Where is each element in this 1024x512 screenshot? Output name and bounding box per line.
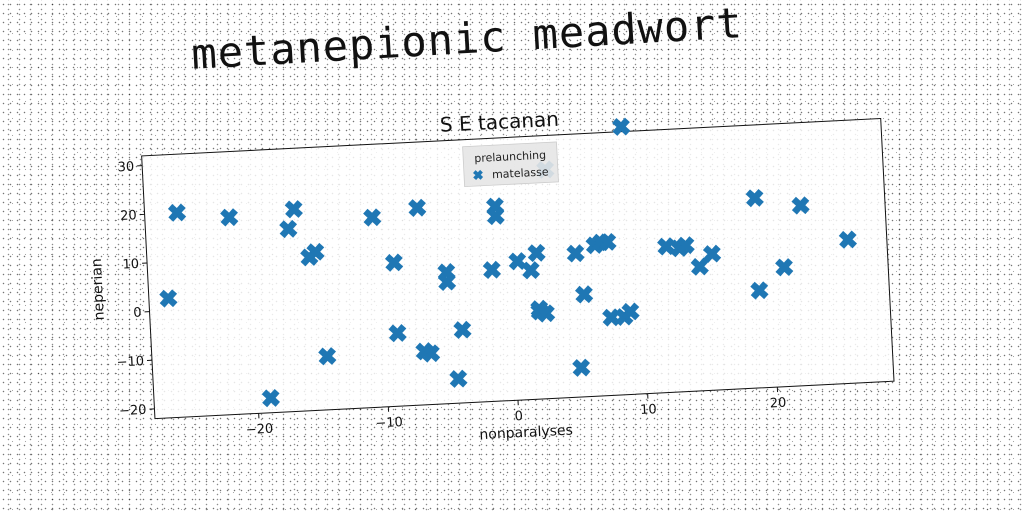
data-point: [572, 358, 591, 377]
data-point: [437, 272, 457, 291]
x-axis-label: nonparalyses: [479, 422, 573, 443]
data-point: [676, 236, 695, 255]
data-point: [745, 188, 764, 208]
plot-area: [141, 117, 895, 420]
data-point: [159, 289, 178, 308]
data-point: [220, 208, 239, 227]
legend-marker: [473, 169, 484, 180]
data-point: [775, 258, 794, 277]
data-point: [486, 206, 505, 226]
data-point: [574, 285, 594, 304]
data-point: [838, 230, 858, 249]
data-point: [363, 208, 382, 227]
y-tick-label: 10: [122, 257, 139, 273]
y-axis-label: neperian: [89, 258, 108, 321]
legend-title: prelaunching: [474, 148, 546, 165]
data-markers: [159, 117, 858, 408]
data-point: [453, 320, 472, 339]
data-point: [521, 261, 541, 280]
data-point: [750, 281, 769, 300]
data-point: [279, 219, 298, 239]
data-point: [508, 252, 527, 271]
legend-marker-glyph: [473, 169, 484, 180]
data-point: [482, 260, 501, 279]
x-tick-label: −10: [375, 415, 403, 431]
data-point: [284, 200, 303, 219]
y-axis: −20 −10 0 10 20 30: [116, 160, 155, 419]
x-axis: −20 −10 0 10 20: [245, 387, 787, 438]
y-tick-label: −20: [119, 403, 147, 419]
data-point: [690, 257, 709, 276]
data-point: [306, 242, 325, 262]
x-tick-label: 10: [640, 402, 657, 418]
legend: prelaunching matelasse: [462, 141, 559, 188]
data-point: [566, 244, 585, 263]
data-point: [318, 347, 337, 366]
x-tick-label: 20: [770, 396, 787, 412]
legend-series-label: matelasse: [492, 165, 549, 181]
y-tick-label: 20: [120, 208, 137, 224]
data-point: [657, 237, 676, 256]
x-tick-label: 0: [514, 409, 523, 424]
y-tick-label: 0: [133, 306, 142, 321]
data-point: [598, 232, 617, 252]
data-point: [384, 253, 404, 272]
y-tick-label: −10: [116, 354, 144, 370]
legend-box: [462, 141, 559, 188]
data-point: [621, 302, 640, 321]
data-point: [388, 323, 407, 343]
data-point: [449, 369, 468, 388]
data-point: [527, 243, 546, 263]
chart-title: S E tacanan: [439, 107, 559, 137]
data-point: [612, 117, 631, 136]
x-tick-label: −20: [245, 422, 273, 438]
y-tick-label: 30: [117, 160, 134, 176]
data-point: [421, 344, 441, 363]
data-point: [408, 198, 427, 217]
data-point: [261, 388, 280, 408]
data-point: [530, 299, 549, 319]
data-point: [791, 196, 810, 215]
data-point: [167, 203, 187, 222]
data-point: [702, 244, 722, 263]
